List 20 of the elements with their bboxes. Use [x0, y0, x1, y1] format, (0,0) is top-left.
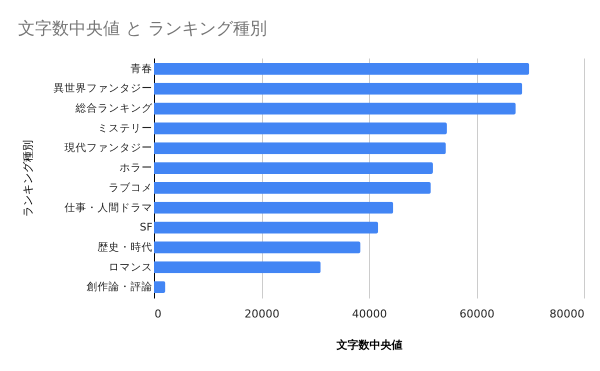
y-tick-label: SF [140, 222, 152, 234]
x-tick-label: 80000 [550, 308, 584, 320]
x-tick-label: 20000 [244, 308, 280, 320]
y-axis-title: ランキング種別 [22, 140, 34, 217]
x-tick-label: 0 [154, 308, 162, 320]
y-tick-label: 創作論・評論 [86, 280, 152, 294]
y-tick-label: ラブコメ [108, 180, 152, 194]
x-axis-title: 文字数中央値 [336, 338, 402, 352]
y-tick-label: ミステリー [98, 122, 152, 134]
y-tick-label: 仕事・人間ドラマ [64, 200, 152, 214]
y-tick-label: 青春 [130, 62, 152, 75]
y-tick-label: ロマンス [108, 261, 152, 274]
y-tick-label: 異世界ファンタジー [54, 82, 152, 95]
chart-title: 文字数中央値 と ランキング種別 [18, 19, 267, 39]
y-tick-label: 総合ランキング [74, 102, 154, 115]
x-tick-label: 40000 [352, 308, 387, 320]
y-tick-label: 歴史・時代 [98, 240, 152, 254]
y-tick-label: ホラー [120, 162, 152, 174]
y-tick-label: 現代ファンタジー [64, 142, 152, 154]
x-tick-label: 60000 [460, 308, 494, 320]
